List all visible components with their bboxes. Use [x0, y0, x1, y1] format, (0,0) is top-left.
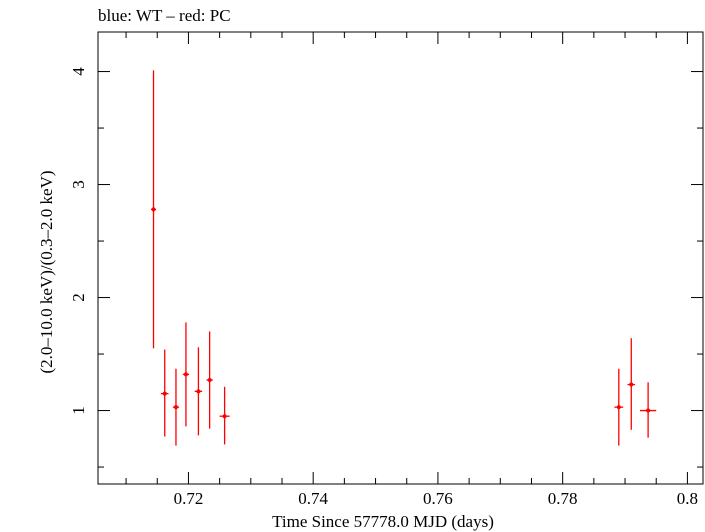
data-point [172, 368, 180, 446]
data-point [182, 322, 190, 427]
point-marker [162, 391, 167, 396]
axis-ticks: 0.72 0.74 0.76 0.78 0.8 1 2 3 4 [69, 32, 703, 508]
y-tick-label: 1 [69, 406, 88, 415]
data-point [194, 347, 203, 436]
data-point [614, 368, 624, 446]
data-point [160, 349, 169, 437]
data-point [640, 382, 657, 438]
chart-title: blue: WT – red: PC [98, 6, 231, 25]
point-marker [222, 414, 227, 419]
data-point [219, 386, 230, 445]
y-tick-label: 2 [69, 293, 88, 302]
plot-frame [97, 31, 704, 485]
x-tick-label: 0.76 [423, 489, 453, 508]
y-tick-label: 3 [69, 180, 88, 189]
point-marker [646, 408, 651, 413]
series-red [151, 70, 657, 446]
point-marker [207, 378, 212, 383]
x-tick-label: 0.74 [298, 489, 328, 508]
x-tick-label: 0.8 [677, 489, 698, 508]
point-marker [173, 405, 178, 410]
point-marker [183, 372, 188, 377]
point-marker [151, 207, 156, 212]
y-axis-label: (2.0–10.0 keV)/(0.3–2.0 keV) [37, 170, 56, 373]
point-marker [616, 405, 621, 410]
point-marker [629, 382, 634, 387]
y-tick-label: 4 [69, 67, 88, 76]
data-point [627, 338, 636, 430]
point-marker [196, 389, 201, 394]
x-axis-label: Time Since 57778.0 MJD (days) [272, 512, 494, 531]
x-tick-label: 0.72 [174, 489, 204, 508]
data-point [151, 70, 157, 349]
x-tick-label: 0.78 [548, 489, 578, 508]
data-point [206, 331, 213, 429]
